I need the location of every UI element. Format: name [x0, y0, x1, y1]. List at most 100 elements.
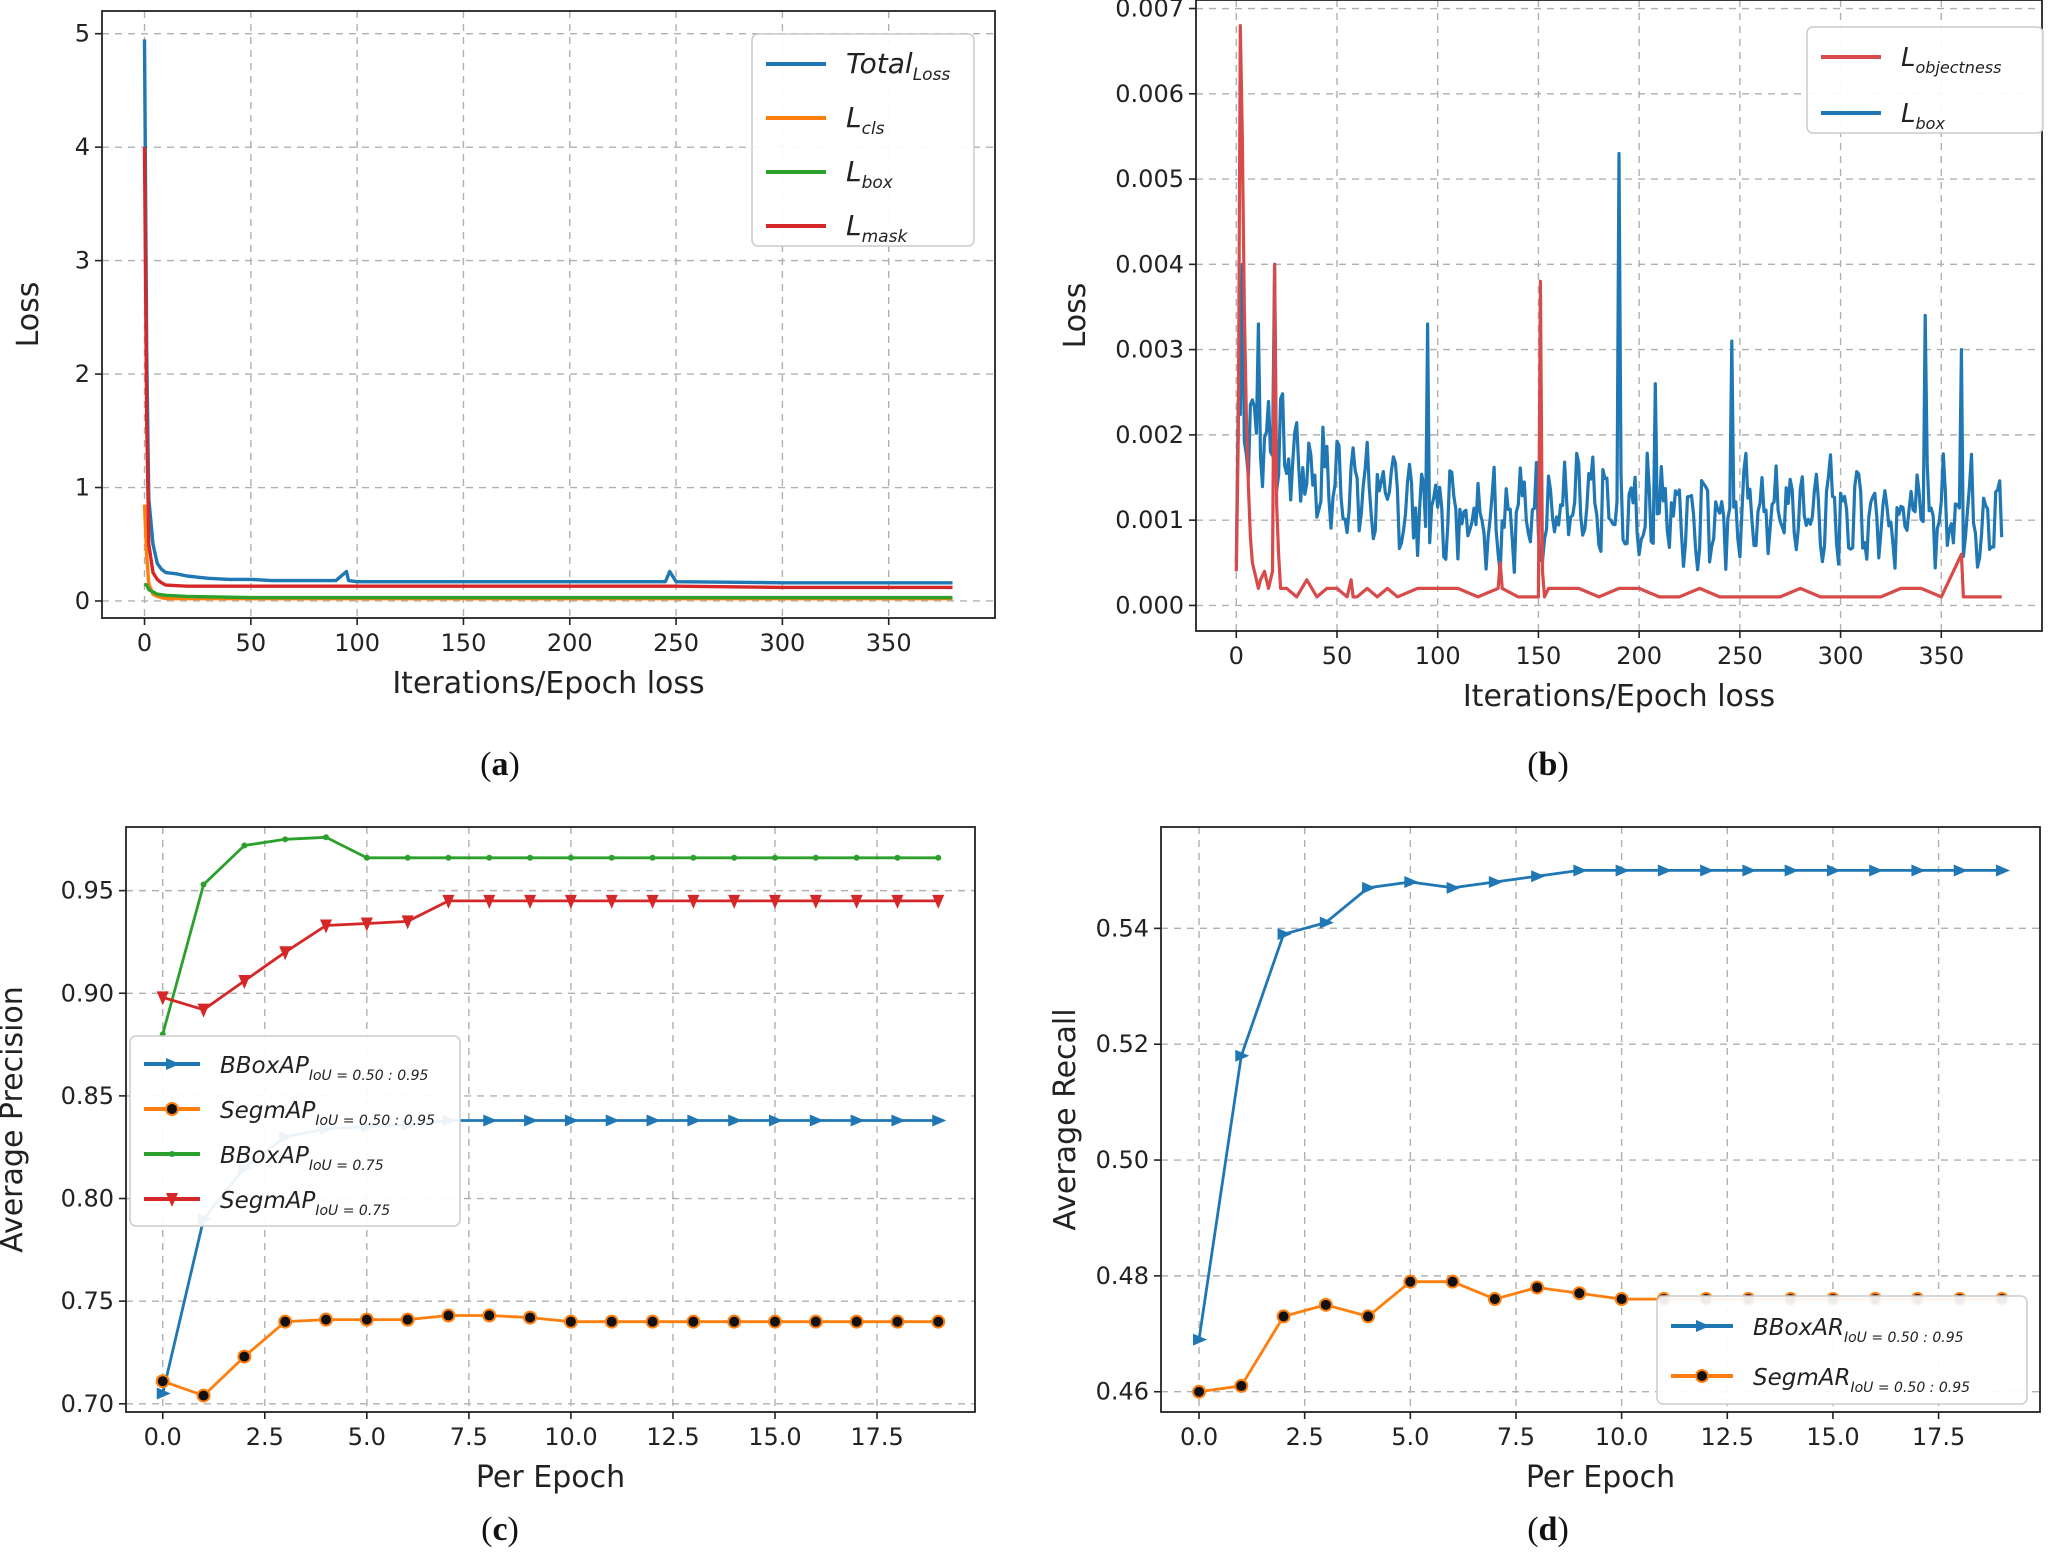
x-tick-label: 0.0 — [1180, 1423, 1218, 1451]
data-point — [1403, 1274, 1418, 1289]
y-tick-label: 0.005 — [1115, 165, 1184, 193]
y-tick-label: 0.80 — [61, 1185, 114, 1213]
data-point — [1319, 916, 1334, 929]
series-group — [142, 39, 953, 601]
y-tick-label: 2 — [75, 360, 90, 388]
legend-label-subscript: mask — [862, 227, 909, 247]
legend-label: Lcls — [846, 101, 885, 139]
y-tick-label: 0.000 — [1115, 591, 1184, 619]
data-point — [1530, 1280, 1545, 1295]
panel-caption: (a) — [480, 746, 520, 783]
legend-label: SegmAPIoU = 0.50 : 0.95 — [220, 1098, 435, 1129]
data-point — [564, 894, 577, 909]
y-tick-label: 5 — [75, 20, 90, 48]
series-line-Total_Loss — [142, 39, 953, 585]
series-line-SegmAP IoU=0.50:0.95 — [162, 1314, 939, 1397]
data-point — [564, 1114, 579, 1127]
data-point — [523, 1310, 538, 1325]
data-point — [853, 854, 860, 861]
data-point — [1531, 870, 1546, 883]
data-point — [1318, 1297, 1333, 1312]
data-point — [241, 842, 248, 849]
legend-label-base: BBoxAP — [220, 1143, 309, 1169]
legend-label-base: L — [846, 101, 862, 134]
caption-letter: a — [492, 746, 509, 783]
legend-label-base: SegmAP — [220, 1188, 315, 1214]
data-point — [850, 1114, 865, 1127]
caption-open: ( — [481, 1511, 492, 1548]
legend-label-subscript: IoU = 0.50 : 0.95 — [1844, 1330, 1964, 1346]
legend-label: Lbox — [846, 155, 894, 193]
legend-marker — [166, 1058, 180, 1070]
data-point — [687, 894, 700, 909]
data-point — [646, 1114, 661, 1127]
data-point — [687, 1114, 702, 1127]
data-point — [567, 854, 574, 861]
y-tick-label: 0.52 — [1096, 1030, 1149, 1058]
series-group — [1234, 24, 2004, 599]
y-tick-label: 0.75 — [61, 1287, 114, 1315]
data-point — [156, 1387, 171, 1400]
data-point — [483, 894, 496, 909]
y-axis-label: Average Recall — [1048, 1008, 1083, 1230]
data-point — [605, 1114, 620, 1127]
x-tick-label: 5.0 — [348, 1423, 386, 1451]
chart-panel-c: 0.0 2.5 5.0 7.5 10.0 12.5 15.0 17.5 0.70 0.75 0.80… — [0, 826, 976, 1548]
panel-caption: (c) — [481, 1511, 519, 1548]
data-point — [323, 834, 330, 841]
data-point — [1235, 1049, 1250, 1062]
data-point — [524, 894, 537, 909]
legend-label-base: BBoxAR — [1753, 1315, 1844, 1341]
data-point — [891, 894, 904, 909]
caption-close: ) — [1557, 746, 1568, 783]
legend-label: BBoxAPIoU = 0.50 : 0.95 — [220, 1053, 428, 1084]
series-line-L_mask — [142, 147, 953, 590]
legend-box — [1806, 26, 2044, 134]
series-line-BBoxAR IoU=0.50:0.95 — [1197, 869, 2002, 1340]
x-tick-label: 15.0 — [748, 1423, 801, 1451]
data-point — [645, 1314, 660, 1329]
legend-label-base: Total — [846, 47, 913, 80]
y-tick-label: 4 — [75, 133, 90, 161]
data-point — [1742, 864, 1757, 877]
x-tick-label: 7.5 — [450, 1423, 488, 1451]
data-point — [608, 854, 615, 861]
caption-open: ( — [480, 746, 491, 783]
data-point — [894, 854, 901, 861]
legend-label-base: SegmAP — [220, 1098, 315, 1124]
x-tick-label: 12.5 — [1701, 1423, 1754, 1451]
grid — [1161, 827, 2040, 1412]
x-axis-label: Iterations/Epoch loss — [392, 666, 704, 701]
data-point — [767, 1314, 782, 1329]
data-point — [935, 854, 942, 861]
x-tick-label: 150 — [441, 629, 487, 657]
data-point — [731, 854, 738, 861]
x-tick-label: 350 — [1918, 642, 1964, 670]
x-tick-label: 2.5 — [246, 1423, 284, 1451]
y-tick-label: 0.90 — [61, 979, 114, 1007]
data-point — [483, 1114, 498, 1127]
data-point — [400, 1312, 415, 1327]
x-tick-label: 200 — [547, 629, 593, 657]
y-tick-label: 0.004 — [1115, 250, 1184, 278]
data-point — [932, 1114, 947, 1127]
y-axis-label: Loss — [1058, 283, 1093, 349]
y-tick-label: 0.85 — [61, 1082, 114, 1110]
caption-close: ) — [508, 1511, 519, 1548]
x-tick-label: 150 — [1516, 642, 1562, 670]
plot-frame — [101, 10, 996, 619]
legend-label-subscript: IoU = 0.75 — [315, 1203, 390, 1219]
legend-marker — [1696, 1320, 1710, 1332]
legend-box — [1656, 1295, 2028, 1405]
data-point — [360, 917, 373, 932]
legend-label-base: BBoxAP — [220, 1053, 309, 1079]
x-tick-label: 350 — [866, 629, 912, 657]
x-tick-label: 50 — [1322, 642, 1353, 670]
x-tick-label: 250 — [653, 629, 699, 657]
data-point — [196, 1388, 211, 1403]
legend-box — [751, 33, 975, 247]
legend-label-subscript: IoU = 0.50 : 0.95 — [309, 1068, 429, 1084]
data-point — [1911, 864, 1926, 877]
